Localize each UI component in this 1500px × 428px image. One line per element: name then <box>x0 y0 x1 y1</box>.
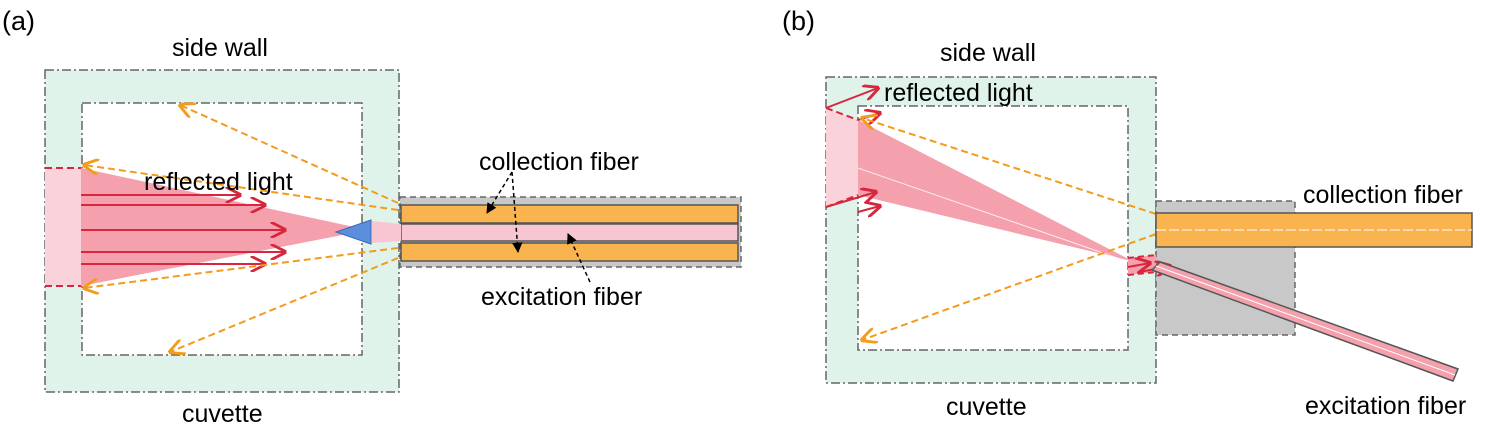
stray-rays-a <box>84 105 399 352</box>
cuvette-label-a: cuvette <box>182 400 263 428</box>
stray-ray-a-2 <box>84 165 399 211</box>
stray-ray-b-1 <box>862 118 1157 215</box>
cuvette-inner-border-b <box>857 105 1129 351</box>
panel-a: (a) <box>2 6 742 428</box>
side-wall-fill-a <box>45 70 399 392</box>
panel-b-label: (b) <box>782 6 815 36</box>
callout-collection-1-a <box>486 171 513 214</box>
cuvette-label-b: cuvette <box>946 393 1027 421</box>
collection-fiber-bottom-a <box>400 242 739 262</box>
reflected-ray-b-1 <box>825 88 878 109</box>
beam-edge-top-b <box>825 107 859 121</box>
reflected-light-label-b: reflected light <box>884 79 1033 107</box>
excitation-beam-b <box>858 120 1160 270</box>
lit-wall-patch-a <box>45 168 81 286</box>
excitation-fiber-axis-b <box>1155 265 1456 376</box>
excitation-fiber-b <box>1150 261 1459 382</box>
side-wall-label-b: side wall <box>940 39 1036 67</box>
fiber-bundle-a <box>372 196 742 268</box>
reflected-rays-a <box>81 195 285 264</box>
callout-excitation-a <box>567 233 591 283</box>
collection-fiber-top-a <box>400 204 739 224</box>
stray-ray-a-1 <box>180 105 399 204</box>
reflected-ray-b-4 <box>857 206 880 212</box>
panel-a-label: (a) <box>2 6 35 36</box>
cuvette-b <box>825 76 1157 384</box>
reflected-ray-b-3 <box>825 192 876 208</box>
excitation-beam-a <box>81 168 368 286</box>
callout-collection-2-a <box>511 171 523 254</box>
reflected-light-label-a: reflected light <box>144 168 293 196</box>
stray-rays-b <box>862 118 1157 340</box>
callouts-a <box>486 171 591 283</box>
cuvette-outer-border-b <box>825 76 1157 384</box>
excitation-fiber-label-b: excitation fiber <box>1305 392 1466 420</box>
beam-axis-b <box>857 167 1153 271</box>
side-wall-fill-b <box>826 77 1156 383</box>
panel-b: (b) <box>782 6 1473 421</box>
side-wall-label-a: side wall <box>172 34 268 62</box>
reflected-ray-b-5 <box>1127 263 1150 267</box>
excitation-fiber-a <box>400 223 739 242</box>
excitation-fiber-label-a: excitation fiber <box>481 283 642 311</box>
lit-wall-patch-b <box>826 108 858 207</box>
stray-ray-a-4 <box>170 257 399 352</box>
collection-fiber-label-a: collection fiber <box>479 148 639 176</box>
stray-ray-a-3 <box>84 247 399 288</box>
reflected-ray-b-2 <box>857 113 880 120</box>
fiber-tip-light-a <box>372 221 401 243</box>
stray-ray-b-2 <box>862 233 1157 340</box>
prism-a <box>334 219 372 245</box>
collection-fiber-label-b: collection fiber <box>1303 181 1463 209</box>
